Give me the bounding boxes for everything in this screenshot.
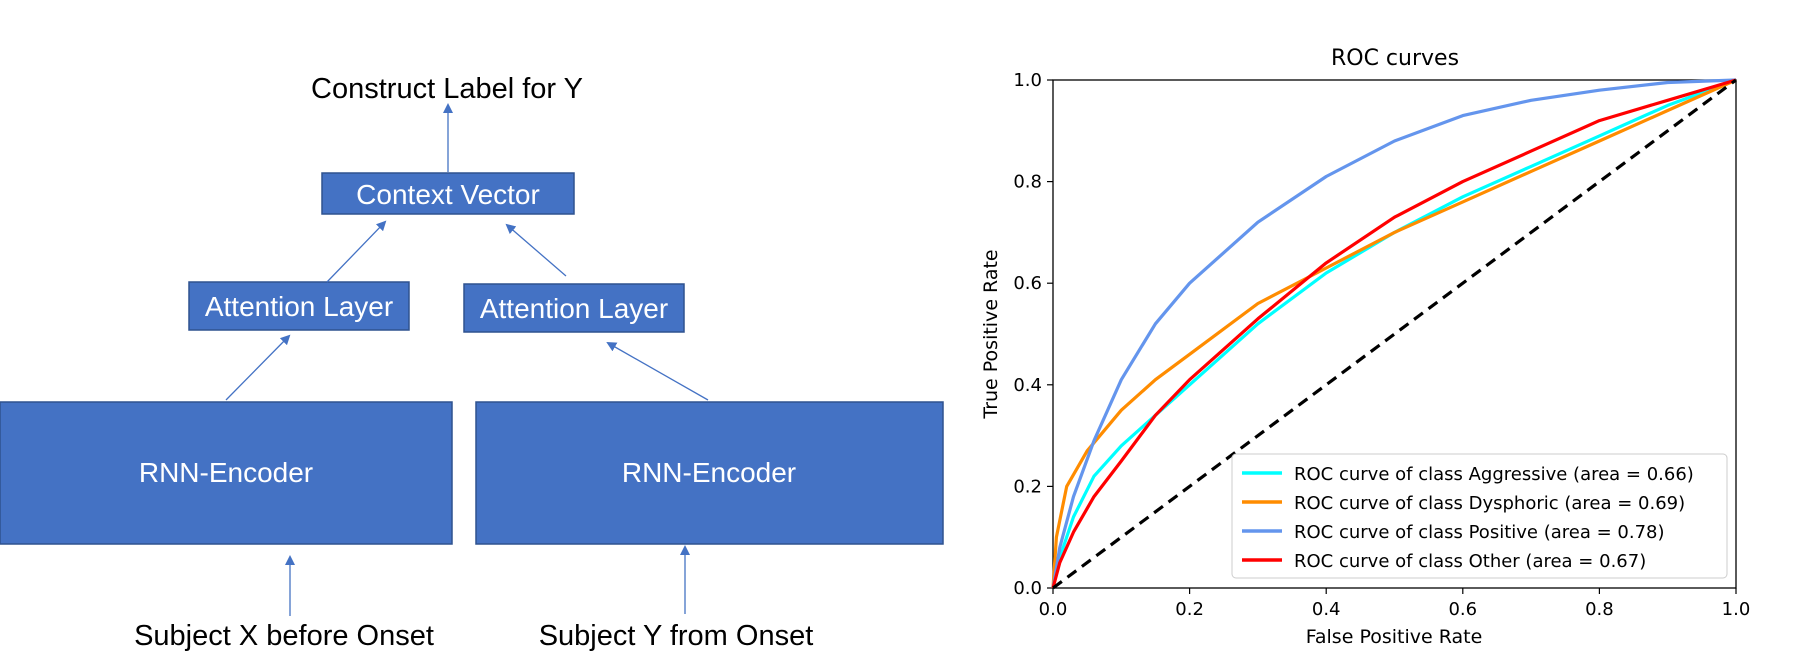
y-tick-label: 1.0 xyxy=(1013,70,1042,91)
y-axis-label: True Positive Rate xyxy=(980,249,1002,419)
legend-box xyxy=(1231,453,1728,579)
legend: ROC curve of class Aggressive (area = 0.… xyxy=(1231,453,1728,579)
roc-curve-other xyxy=(1051,78,1737,589)
roc-curve-dysphoric xyxy=(1051,78,1737,589)
roc-curve-aggressive xyxy=(1051,78,1737,589)
x-tick-label: 0.8 xyxy=(1585,599,1614,620)
y-tick-label: 0.6 xyxy=(1013,273,1042,294)
architecture-diagram: Construct Label for Y Context Vector Att… xyxy=(0,73,944,652)
y-axis-ticks: 0.0 0.2 0.4 0.6 0.8 1.0 xyxy=(1013,70,1053,599)
arrow-attention-right-to-context xyxy=(505,223,567,277)
roc-curve-positive xyxy=(1051,78,1737,589)
chance-diagonal-line xyxy=(1052,78,1737,590)
arrow-encoder-right-to-attention xyxy=(606,342,709,401)
context-vector-box xyxy=(321,172,575,215)
arrow-attention-left-to-context xyxy=(326,220,387,283)
plot-frame xyxy=(1052,79,1737,589)
y-tick-label: 0.0 xyxy=(1013,578,1042,599)
legend-label-positive: ROC curve of class Positive (area = 0.78… xyxy=(1294,522,1665,543)
rnn-encoder-right-box xyxy=(475,401,944,545)
attention-layer-right-box xyxy=(463,283,685,333)
roc-curves xyxy=(1051,78,1737,590)
x-tick-label: 0.4 xyxy=(1312,599,1341,620)
subject-y-input-label: Subject Y from Onset xyxy=(539,620,814,652)
legend-label-dysphoric: ROC curve of class Dysphoric (area = 0.6… xyxy=(1294,493,1685,514)
legend-label-aggressive: ROC curve of class Aggressive (area = 0.… xyxy=(1294,464,1694,485)
x-tick-label: 1.0 xyxy=(1722,599,1751,620)
x-axis-ticks: 0.0 0.2 0.4 0.6 0.8 1.0 xyxy=(1039,588,1751,620)
attention-layer-left-box xyxy=(188,281,410,331)
context-vector-label: Context Vector xyxy=(356,179,540,210)
roc-chart: ROC curves 0.0 0.2 0.4 0.6 0.8 1.0 0.00.20.40… xyxy=(980,46,1751,648)
y-tick-label: 0.8 xyxy=(1013,172,1042,193)
x-tick-label: 0.2 xyxy=(1175,599,1204,620)
subject-x-input-label: Subject X before Onset xyxy=(134,620,434,652)
x-tick-label: 0.6 xyxy=(1448,599,1477,620)
legend-label-other: ROC curve of class Other (area = 0.67) xyxy=(1294,551,1646,572)
attention-layer-left-label: Attention Layer xyxy=(205,291,393,322)
x-tick-label: 0.0 xyxy=(1039,599,1068,620)
y-tick-label: 0.4 xyxy=(1013,375,1042,396)
rnn-encoder-left-label: RNN-Encoder xyxy=(139,457,313,488)
y-tick-label: 0.2 xyxy=(1013,476,1042,497)
x-axis-label: False Positive Rate xyxy=(1306,626,1483,648)
chart-title: ROC curves xyxy=(1331,46,1459,71)
rnn-encoder-left-box xyxy=(0,401,453,545)
attention-layer-right-label: Attention Layer xyxy=(480,293,668,324)
rnn-encoder-right-label: RNN-Encoder xyxy=(622,457,796,488)
arrow-encoder-left-to-attention xyxy=(225,334,291,401)
construct-label-text: Construct Label for Y xyxy=(311,73,583,105)
